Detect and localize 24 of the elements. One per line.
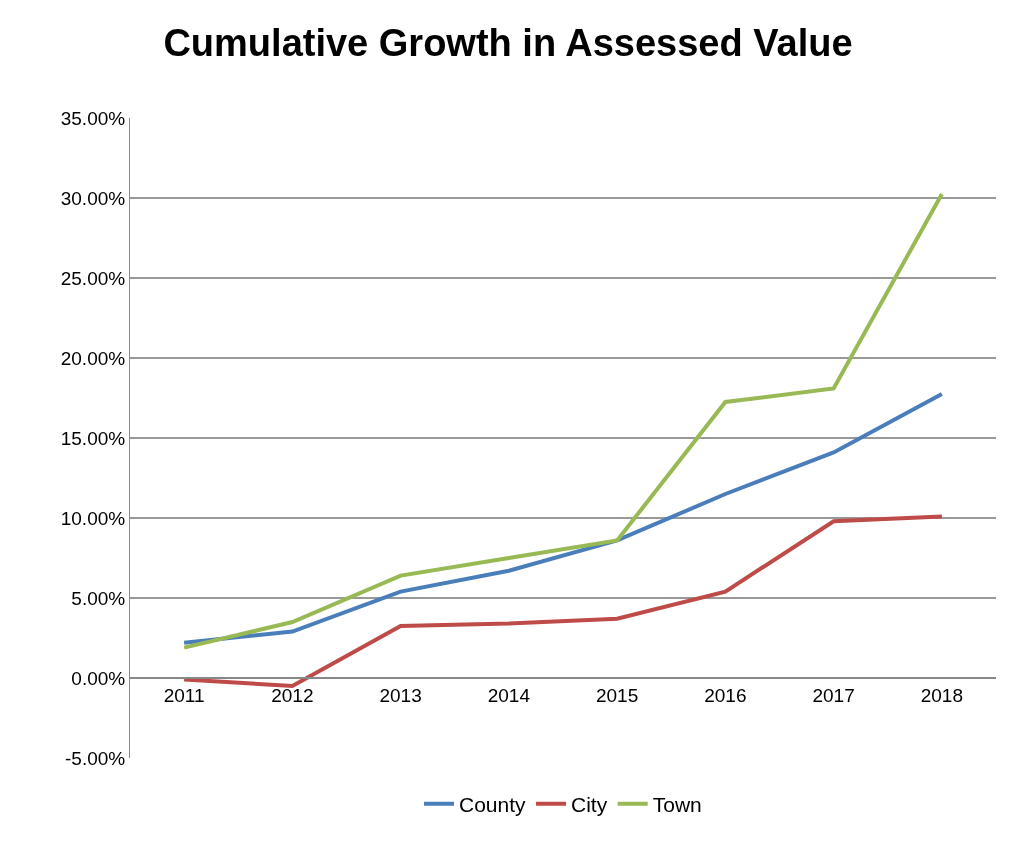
line-series xyxy=(182,192,944,650)
y-tick-label: 35.00% xyxy=(60,107,126,129)
y-tick-label: 0.00% xyxy=(71,667,126,689)
chart-title: Cumulative Growth in Assessed Value xyxy=(163,22,853,65)
y-tick-label: 25.00% xyxy=(60,267,126,289)
legend-label: County xyxy=(459,792,527,816)
y-tick-label: 5.00% xyxy=(71,587,126,609)
legend-label: City xyxy=(571,792,608,816)
x-tick-label: 2013 xyxy=(379,684,422,706)
x-tick-label: 2017 xyxy=(812,684,855,706)
line-series xyxy=(182,392,944,645)
x-tick-label: 2012 xyxy=(271,684,314,706)
y-tick-label: 10.00% xyxy=(60,507,126,529)
x-tick-label: 2011 xyxy=(163,684,205,706)
y-tick-label: 20.00% xyxy=(60,347,126,369)
x-tick-label: 2014 xyxy=(487,684,531,706)
x-tick-label: 2016 xyxy=(704,684,747,706)
y-tick-label: -5.00% xyxy=(65,747,126,769)
y-tick-label: 30.00% xyxy=(60,187,126,209)
line-series xyxy=(182,514,944,688)
y-tick-label: 15.00% xyxy=(60,427,126,449)
x-tick-label: 2015 xyxy=(595,684,639,706)
x-tick-label: 2018 xyxy=(920,684,964,706)
legend-label: Town xyxy=(652,792,702,816)
